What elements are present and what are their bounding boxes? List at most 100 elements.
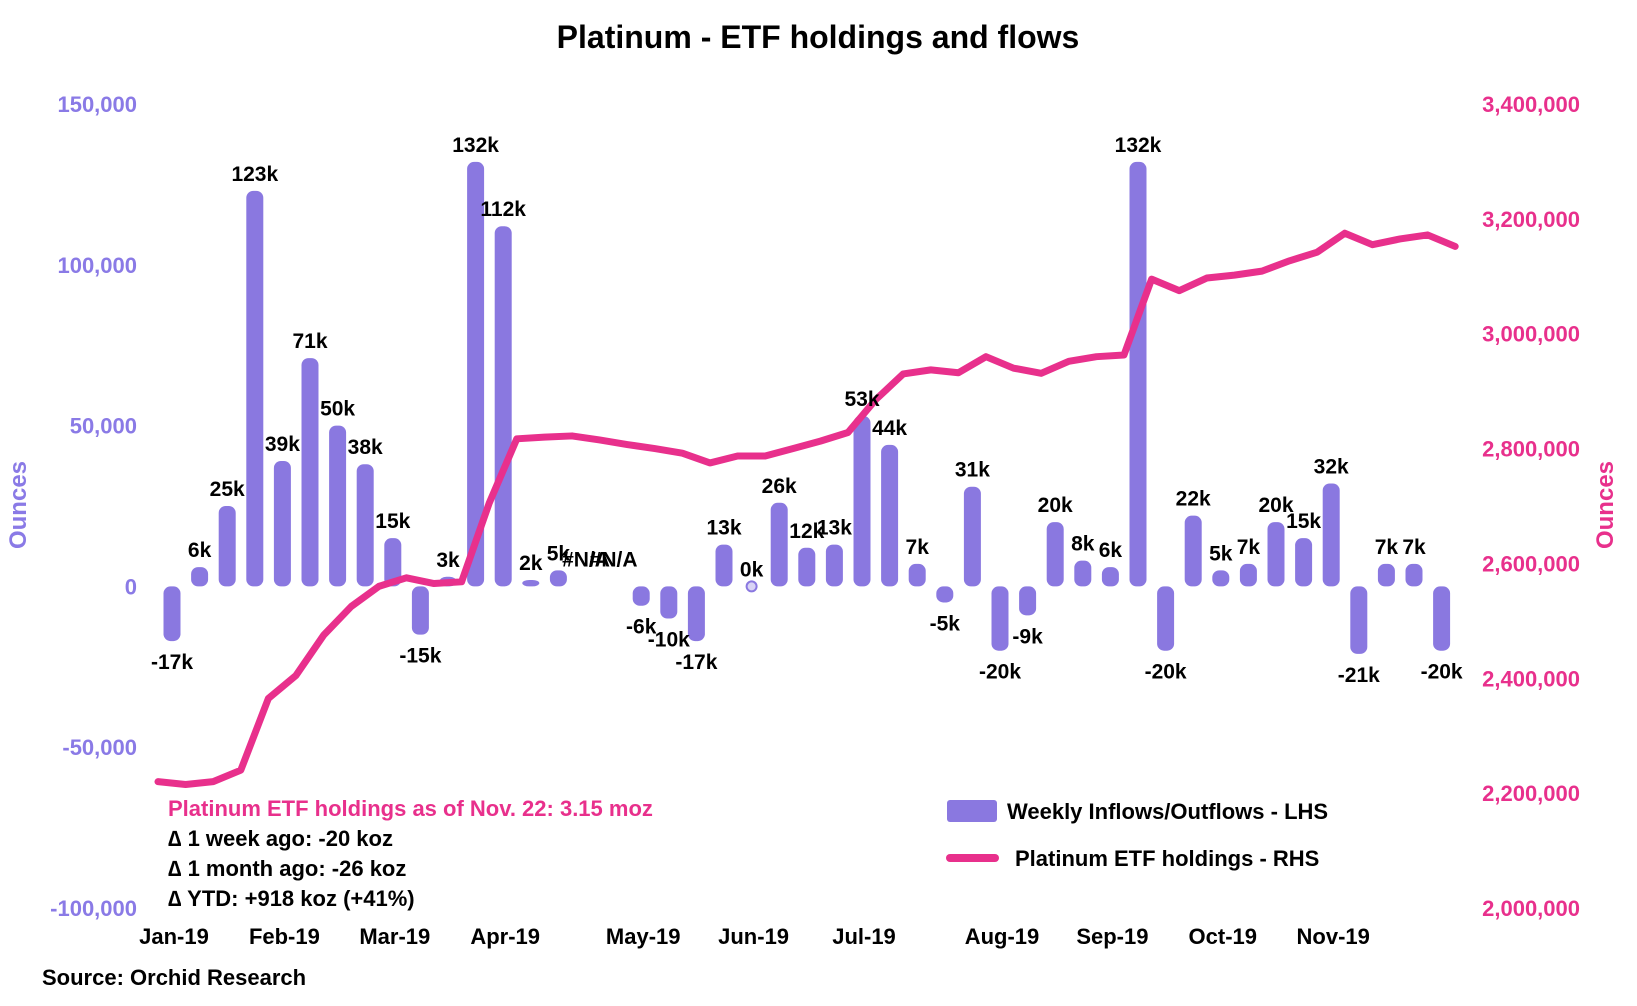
annotation-line-1: ∆ 1 week ago: -20 koz bbox=[168, 826, 393, 851]
bar bbox=[191, 567, 209, 587]
bar bbox=[908, 563, 926, 587]
bar bbox=[1405, 563, 1423, 587]
left-tick-label: -100,000 bbox=[50, 896, 137, 921]
bar-data-label: 5k bbox=[1209, 542, 1233, 565]
legend: Weekly Inflows/Outflows - LHS Platinum E… bbox=[946, 799, 1328, 871]
bar bbox=[384, 538, 402, 587]
right-tick-label: 2,400,000 bbox=[1482, 666, 1580, 691]
bar-data-label: 44k bbox=[872, 417, 907, 440]
bar-data-label: #N/A bbox=[562, 548, 610, 571]
bar bbox=[549, 570, 567, 587]
bar bbox=[1046, 522, 1064, 587]
bar bbox=[301, 358, 319, 587]
bar-data-label: 50k bbox=[320, 398, 355, 421]
x-tick-label: Apr-19 bbox=[470, 924, 540, 949]
left-axis-ticks: 150,000 100,000 50,000 0 -50,000 -100,000 bbox=[50, 92, 137, 921]
right-tick-label: 2,000,000 bbox=[1482, 896, 1580, 921]
left-tick-label: 100,000 bbox=[57, 253, 137, 278]
annotation-headline: Platinum ETF holdings as of Nov. 22: 3.1… bbox=[168, 796, 653, 821]
bar bbox=[218, 506, 236, 587]
bar bbox=[1101, 567, 1119, 587]
bar-data-label: 6k bbox=[188, 539, 212, 562]
bar-data-label: -9k bbox=[1012, 625, 1043, 648]
bar bbox=[1239, 563, 1257, 587]
x-tick-label: May-19 bbox=[606, 924, 681, 949]
annotation-line-2: ∆ 1 month ago: -26 koz bbox=[168, 856, 406, 881]
bar-data-label: 20k bbox=[1258, 494, 1293, 517]
bar-data-label: 38k bbox=[348, 436, 383, 459]
bar-data-labels: -17k 6k 25k 123k 39k 71k 50k 38k 15k -15k 3k 132k 11… bbox=[151, 134, 1463, 687]
bar bbox=[246, 190, 264, 587]
bar bbox=[853, 415, 871, 587]
bar bbox=[163, 586, 181, 642]
bar-data-label: 5k bbox=[547, 542, 571, 565]
bar bbox=[356, 464, 374, 587]
bar-series bbox=[163, 161, 1451, 654]
left-tick-label: 0 bbox=[125, 574, 137, 599]
right-axis-ticks: 3,400,000 3,200,000 3,000,000 2,800,000 2,60… bbox=[1482, 92, 1580, 921]
source-note: Source: Orchid Research bbox=[42, 965, 306, 990]
x-axis-ticks: Jan-19 Feb-19 Mar-19 Apr-19 May-19 Jun-19 Jul-… bbox=[139, 924, 1370, 949]
bar bbox=[1350, 586, 1368, 654]
annotation-line-3: ∆ YTD: +918 koz (+41%) bbox=[168, 886, 415, 911]
bar bbox=[936, 586, 954, 603]
bar-data-label: 6k bbox=[1099, 539, 1123, 562]
bar-data-label: 32k bbox=[1314, 455, 1349, 478]
bar-data-label: 112k bbox=[480, 198, 526, 221]
x-tick-label: Jun-19 bbox=[718, 924, 789, 949]
bar bbox=[825, 544, 843, 587]
bar-data-label: 123k bbox=[231, 163, 278, 186]
bar-data-label: 31k bbox=[955, 459, 990, 482]
bar bbox=[1212, 570, 1230, 587]
bar bbox=[1129, 161, 1147, 587]
right-tick-label: 3,000,000 bbox=[1482, 322, 1580, 347]
bar-data-label: 71k bbox=[292, 330, 327, 353]
right-tick-label: 2,800,000 bbox=[1482, 437, 1580, 462]
bar-data-label: 3k bbox=[436, 549, 460, 572]
bar bbox=[1433, 586, 1451, 651]
bar-data-label: 7k bbox=[906, 536, 930, 559]
bar bbox=[522, 579, 540, 587]
holdings-line bbox=[154, 229, 1459, 789]
bar-data-label: -20k bbox=[1421, 661, 1463, 684]
bar bbox=[881, 444, 899, 587]
x-tick-label: Jul-19 bbox=[832, 924, 896, 949]
left-tick-label: -50,000 bbox=[62, 735, 137, 760]
bar bbox=[770, 502, 788, 587]
bar-data-label: 12k bbox=[789, 520, 824, 543]
bar-data-label: -15k bbox=[399, 645, 441, 668]
left-axis-title: Ounces bbox=[5, 461, 32, 549]
bar bbox=[273, 460, 291, 587]
bar-data-label: -20k bbox=[1145, 661, 1187, 684]
bar-data-label: 7k bbox=[1375, 536, 1399, 559]
left-tick-label: 50,000 bbox=[70, 414, 137, 439]
bar-data-label: -17k bbox=[675, 651, 717, 674]
bar-data-label: 15k bbox=[375, 510, 410, 533]
right-axis-title: Ounces bbox=[1592, 461, 1619, 549]
legend-bar-label: Weekly Inflows/Outflows - LHS bbox=[1007, 799, 1328, 824]
annotation-box: Platinum ETF holdings as of Nov. 22: 3.1… bbox=[168, 796, 653, 911]
x-tick-label: Mar-19 bbox=[359, 924, 430, 949]
right-tick-label: 3,200,000 bbox=[1482, 207, 1580, 232]
bar bbox=[632, 586, 650, 606]
bar-data-label: 13k bbox=[817, 517, 852, 540]
right-tick-label: 3,400,000 bbox=[1482, 92, 1580, 117]
legend-bar-swatch bbox=[947, 800, 997, 822]
bar-data-label: -17k bbox=[151, 651, 193, 674]
x-tick-label: Jan-19 bbox=[139, 924, 209, 949]
bar-data-label: 13k bbox=[706, 517, 741, 540]
bar-data-label: -5k bbox=[930, 612, 961, 635]
x-tick-label: Feb-19 bbox=[249, 924, 320, 949]
line-series bbox=[154, 229, 1459, 789]
bar-data-label: 132k bbox=[452, 134, 499, 157]
x-tick-label: Nov-19 bbox=[1297, 924, 1370, 949]
bar-data-label: 15k bbox=[1286, 510, 1321, 533]
bar bbox=[963, 486, 981, 587]
bar bbox=[1184, 515, 1202, 587]
bar-data-label: 132k bbox=[1115, 134, 1162, 157]
x-tick-label: Oct-19 bbox=[1189, 924, 1257, 949]
bar-data-label: -21k bbox=[1338, 664, 1380, 687]
bar-data-label: 20k bbox=[1038, 494, 1073, 517]
bar-data-label: 7k bbox=[1237, 536, 1261, 559]
bar bbox=[660, 586, 678, 619]
